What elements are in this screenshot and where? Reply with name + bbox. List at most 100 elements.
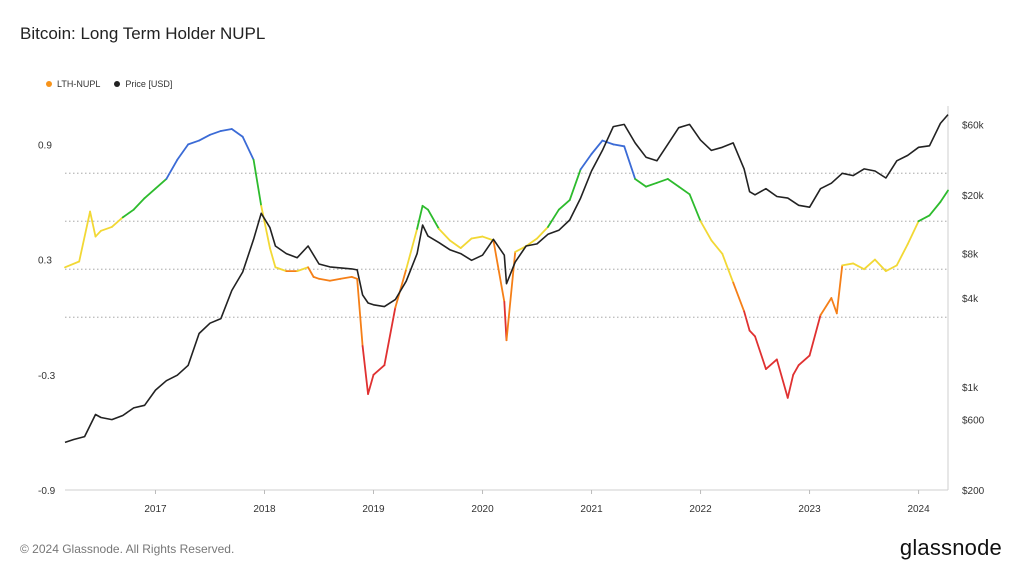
x-tick-label-2024: 2024	[907, 504, 930, 515]
y-left-tick-label-3: 0.9	[38, 140, 52, 151]
lth-nupl-segment-70	[748, 329, 756, 338]
y-right-tick-label-$1k: $1k	[962, 383, 979, 394]
lth-nupl-segment-87	[906, 220, 920, 246]
y-right-tick-label-$600: $600	[962, 416, 985, 427]
lth-nupl-segment-58	[623, 145, 637, 180]
lth-nupl-segment-88	[917, 214, 931, 223]
legend-marker-price	[114, 81, 121, 87]
lth-nupl-segment-12	[187, 139, 200, 146]
lth-nupl-segment-23	[296, 266, 309, 273]
lth-nupl-segment-44	[481, 235, 495, 242]
y-left-tick-label-2: 0.3	[38, 256, 52, 267]
lth-nupl-segment-9	[154, 178, 168, 190]
legend-label-price: Price [USD]	[125, 79, 173, 89]
lth-nupl-segment-48	[514, 245, 528, 253]
lth-nupl-segment-24	[307, 266, 315, 278]
lth-nupl-segment-52	[557, 199, 571, 211]
lth-nupl-segment-42	[459, 237, 473, 249]
x-tick-label-2023: 2023	[798, 504, 821, 515]
lth-nupl-segment-69	[743, 310, 751, 332]
y-right-tick-label-$60k: $60k	[962, 120, 985, 131]
lth-nupl-segment-85	[884, 264, 898, 273]
x-tick-label-2018: 2018	[253, 504, 276, 515]
lth-nupl-segment-27	[328, 277, 342, 282]
lth-nupl-segment-72	[765, 358, 778, 370]
lth-nupl-segment-2	[89, 210, 97, 238]
y-right-tick-label-$4k: $4k	[962, 294, 979, 305]
lth-nupl-segment-56	[601, 139, 615, 146]
lth-nupl-segment-57	[612, 143, 626, 148]
x-tick-label-2022: 2022	[689, 504, 712, 515]
lth-nupl-segment-63	[677, 185, 691, 196]
lth-nupl-segment-29	[350, 275, 359, 280]
lth-nupl-segment-25	[312, 275, 320, 280]
lth-nupl-segment-62	[666, 178, 680, 188]
lth-nupl-segment-84	[874, 258, 887, 273]
lth-nupl-segment-45	[492, 239, 506, 303]
lth-nupl-segment-43	[470, 235, 484, 240]
y-right-tick-label-$20k: $20k	[962, 191, 985, 202]
lth-nupl-segment-78	[819, 297, 833, 317]
lth-nupl-segment-30	[356, 277, 364, 347]
lth-nupl-segment-32	[367, 373, 375, 395]
lth-nupl-segment-19	[260, 204, 271, 249]
x-tick-label-2021: 2021	[580, 504, 603, 515]
lth-nupl-segment-39	[427, 208, 440, 230]
lth-nupl-segment-33	[372, 364, 386, 376]
lth-nupl-segment-21	[274, 266, 288, 273]
lth-nupl-segment-65	[699, 220, 713, 242]
lth-nupl-segment-89	[928, 201, 942, 217]
lth-nupl-segment-20	[269, 247, 277, 269]
lth-nupl-segment-26	[318, 277, 331, 282]
x-tick-label-2019: 2019	[362, 504, 385, 515]
lth-nupl-segment-80	[835, 264, 844, 315]
lth-nupl-segment-28	[339, 275, 353, 280]
lth-nupl-segment-77	[808, 314, 822, 357]
legend-item-lth-nupl[interactable]: LTH-NUPL	[46, 79, 100, 89]
lth-nupl-segment-5	[110, 216, 124, 228]
lth-nupl-segment-34	[383, 306, 397, 367]
lth-nupl-segment-40	[438, 227, 451, 242]
lth-nupl-segment-55	[590, 139, 604, 155]
x-tick-label-2017: 2017	[144, 504, 167, 515]
lth-nupl-segment-3	[94, 229, 102, 238]
lth-nupl-segment-76	[797, 354, 811, 367]
y-right-tick-label-$200: $200	[962, 486, 985, 497]
lth-nupl-segment-83	[863, 258, 876, 271]
lth-nupl-segment-1	[78, 210, 91, 263]
lth-nupl-segment-68	[732, 281, 746, 313]
lth-nupl-segment-36	[405, 227, 419, 271]
lth-nupl-segment-17	[241, 135, 255, 161]
lth-nupl-segment-86	[895, 243, 909, 267]
lth-nupl-segment-64	[688, 193, 702, 223]
lth-nupl-segment-60	[645, 181, 658, 188]
lth-nupl-segment-18	[252, 158, 263, 207]
lth-nupl-segment-41	[448, 239, 462, 249]
legend-marker-lth-nupl	[46, 81, 52, 87]
lth-nupl-segment-38	[421, 204, 429, 211]
lth-nupl-segment-75	[792, 364, 800, 376]
lth-nupl-segment-73	[775, 358, 789, 399]
price-line	[64, 114, 949, 444]
legend-item-price[interactable]: Price [USD]	[114, 79, 172, 89]
legend-label-lth-nupl: LTH-NUPL	[57, 79, 101, 89]
lth-nupl-segment-74	[786, 373, 795, 399]
lth-nupl-segment-90	[939, 189, 949, 203]
y-left-tick-label-1: -0.3	[38, 371, 56, 382]
lth-nupl-segment-59	[634, 178, 647, 188]
lth-nupl-segment-81	[841, 262, 855, 267]
lth-nupl-segment-82	[852, 262, 865, 271]
lth-nupl-segment-8	[143, 187, 157, 200]
lth-nupl-segment-13	[198, 133, 211, 142]
lth-nupl-segment-79	[830, 297, 838, 315]
copyright-footer: © 2024 Glassnode. All Rights Reserved.	[20, 542, 235, 556]
lth-nupl-segment-11	[176, 143, 190, 161]
lth-nupl-segment-31	[361, 345, 369, 395]
lth-nupl-segment-15	[219, 128, 233, 132]
lth-nupl-segment-0	[64, 260, 81, 269]
lth-nupl-segment-35	[394, 268, 408, 309]
lth-nupl-segment-46	[503, 300, 508, 342]
lth-nupl-segment-4	[100, 226, 113, 232]
lth-nupl-segment-66	[710, 239, 724, 255]
